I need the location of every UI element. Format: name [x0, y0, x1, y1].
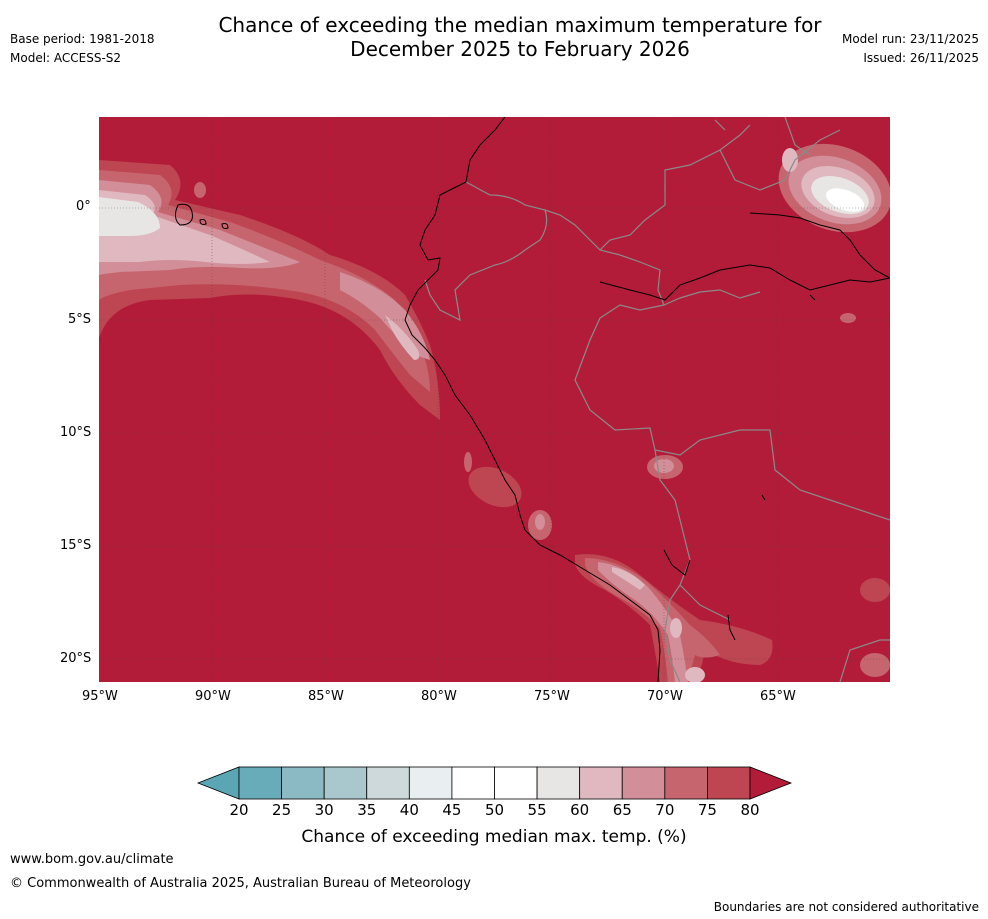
lat-label-15s: 15°S: [60, 538, 92, 553]
colorbar-tick-label: 80: [740, 801, 760, 819]
lon-label-90w: 90°W: [195, 689, 231, 704]
model-run: Model run: 23/11/2025: [841, 32, 979, 46]
lon-label-95w: 95°W: [82, 689, 118, 704]
issued-date: Issued: 26/11/2025: [863, 51, 979, 65]
colorbar-tick-label: 55: [527, 801, 547, 819]
colorbar-segment: [579, 766, 623, 800]
title-line-2: December 2025 to February 2026: [350, 37, 690, 61]
lat-label-0: 0°: [76, 199, 91, 214]
colorbar-segment: [238, 766, 282, 800]
colorbar-extend-high: [749, 766, 793, 800]
colorbar-segment: [621, 766, 666, 800]
footer-url[interactable]: www.bom.gov.au/climate: [10, 852, 174, 867]
lat-label-10s: 10°S: [60, 425, 92, 440]
colorbar-tick-label: 40: [399, 801, 419, 819]
colorbar-segment: [707, 766, 751, 800]
colorbar-tick-label: 35: [357, 801, 377, 819]
country-borders: [424, 117, 890, 682]
colorbar-tick-label: 20: [229, 801, 249, 819]
title-line-1: Chance of exceeding the median maximum t…: [218, 13, 822, 37]
lon-label-80w: 80°W: [421, 689, 457, 704]
colorbar-segment: [408, 766, 453, 800]
colorbar-segment: [366, 766, 410, 800]
colorbar-segment: [451, 766, 495, 800]
colorbar-tick-label: 45: [442, 801, 462, 819]
colorbar-extend-low: [196, 766, 240, 800]
colorbar-segment: [536, 766, 581, 800]
colorbar-tick-label: 70: [655, 801, 675, 819]
graticule: [99, 117, 890, 682]
colorbar-tick-label: 50: [484, 801, 505, 819]
colorbar-tick-label: 75: [697, 801, 717, 819]
brazil-plume: [778, 143, 890, 323]
colorbar-tick-label: 60: [570, 801, 590, 819]
colorbar-segment: [281, 766, 325, 800]
colorbar-segment: [664, 766, 708, 800]
base-period: Base period: 1981-2018: [10, 32, 155, 46]
footer-disclaimer: Boundaries are not considered authoritat…: [713, 900, 979, 914]
lat-label-20s: 20°S: [60, 651, 92, 666]
colorbar-tick-label: 30: [314, 801, 334, 819]
lat-label-5s: 5°S: [68, 312, 92, 327]
footer-copyright: © Commonwealth of Australia 2025, Austra…: [10, 876, 471, 891]
lon-label-70w: 70°W: [647, 689, 683, 704]
colorbar-label: Chance of exceeding median max. temp. (%…: [301, 827, 687, 847]
lon-label-65w: 65°W: [760, 689, 796, 704]
lon-label-75w: 75°W: [534, 689, 570, 704]
colorbar-segment: [494, 766, 538, 800]
colorbar-tick-label: 25: [272, 801, 292, 819]
chart-title: Chance of exceeding the median maximum t…: [0, 13, 988, 61]
model-name: Model: ACCESS-S2: [10, 51, 122, 65]
map-background: [99, 117, 890, 682]
lon-label-85w: 85°W: [308, 689, 344, 704]
colorbar-tick-label: 65: [612, 801, 632, 819]
coastlines: [174, 117, 890, 682]
colorbar-segment: [323, 766, 368, 800]
